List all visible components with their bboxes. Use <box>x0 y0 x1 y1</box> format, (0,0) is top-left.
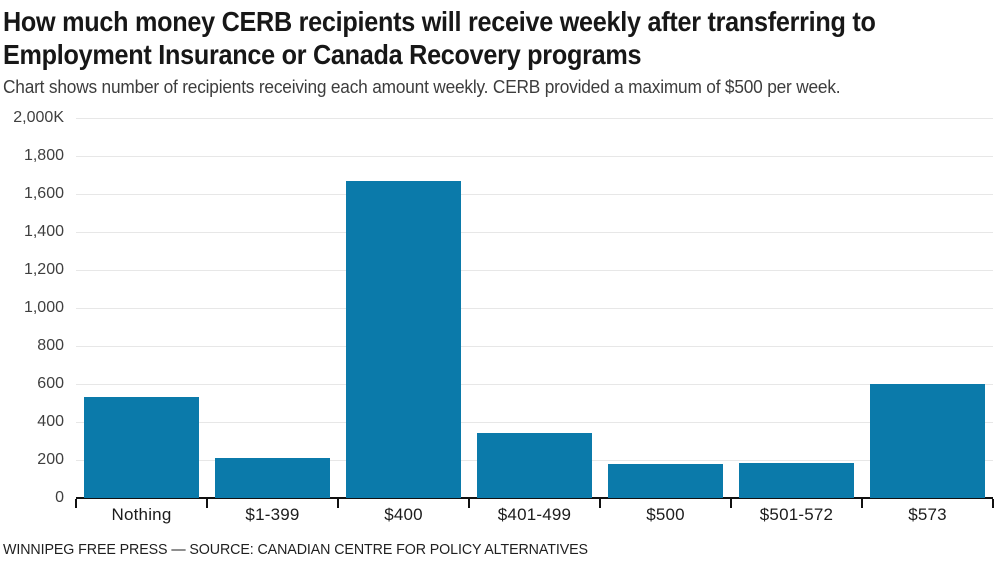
y-tick-label-0: 0 <box>55 489 64 506</box>
gridline-1800 <box>76 155 993 157</box>
y-tick-label-200: 200 <box>37 451 64 468</box>
x-tick-label-nothing: Nothing <box>111 505 172 524</box>
bar-401-499[interactable] <box>477 433 592 498</box>
gridline-400 <box>76 421 993 423</box>
gridline-800 <box>76 345 993 347</box>
bar-nothing[interactable] <box>84 397 199 498</box>
x-axis-tick <box>861 499 863 508</box>
gridline-1400 <box>76 231 993 233</box>
y-tick-label-1800: 1,800 <box>23 147 64 164</box>
y-tick-label-1600: 1,600 <box>23 185 64 202</box>
x-axis-tick <box>599 499 601 508</box>
x-axis-tick <box>337 499 339 508</box>
x-axis: Nothing $1-399 $400 $401-499 $500 $501-572 $57… <box>76 505 993 527</box>
bar-400[interactable] <box>346 180 461 498</box>
gridline-1600 <box>76 193 993 195</box>
x-axis-line <box>76 497 993 499</box>
x-axis-tick <box>206 499 208 508</box>
y-tick-label-800: 800 <box>37 337 64 354</box>
x-axis-tick <box>730 499 732 508</box>
y-tick-label-1400: 1,400 <box>23 223 64 240</box>
y-tick-label-400: 400 <box>37 413 64 430</box>
x-tick-label-500: $500 <box>646 505 685 524</box>
gridline-1200 <box>76 269 993 271</box>
x-tick-label-573: $573 <box>908 505 947 524</box>
y-tick-label-600: 600 <box>37 375 64 392</box>
bar-500[interactable] <box>608 463 723 498</box>
x-axis-tick <box>468 499 470 508</box>
bar-501-572[interactable] <box>739 462 854 498</box>
y-tick-label-2000: 2,000K <box>13 109 64 126</box>
x-tick-label-1-399: $1-399 <box>245 505 300 524</box>
chart-title-line-2: Employment Insurance or Canada Recovery … <box>3 39 642 70</box>
x-tick-label-401-499: $401-499 <box>497 505 572 524</box>
bar-1-399[interactable] <box>215 458 330 498</box>
y-axis: 0 200 400 600 800 1,000 1,200 1,400 1,600 1,800 2,… <box>0 109 64 506</box>
plot-area <box>75 117 994 508</box>
chart-title-line-1: How much money CERB recipients will rece… <box>3 6 876 37</box>
bar-573[interactable] <box>870 384 985 498</box>
gridline-2000 <box>76 117 993 119</box>
y-tick-label-1200: 1,200 <box>23 261 64 278</box>
x-axis-tick <box>75 499 77 508</box>
chart-title: How much money CERB recipients will rece… <box>3 5 999 71</box>
x-tick-label-501-572: $501-572 <box>759 505 834 524</box>
chart-subtitle: Chart shows number of recipients receivi… <box>3 77 841 97</box>
source-credit: WINNIPEG FREE PRESS — SOURCE: CANADIAN C… <box>3 541 588 558</box>
x-tick-label-400: $400 <box>384 505 423 524</box>
gridline-1000 <box>76 307 993 309</box>
chart-header: How much money CERB recipients will rece… <box>3 5 999 71</box>
y-tick-label-1000: 1,000 <box>23 299 64 316</box>
gridline-600 <box>76 383 993 385</box>
x-axis-tick <box>992 499 994 508</box>
